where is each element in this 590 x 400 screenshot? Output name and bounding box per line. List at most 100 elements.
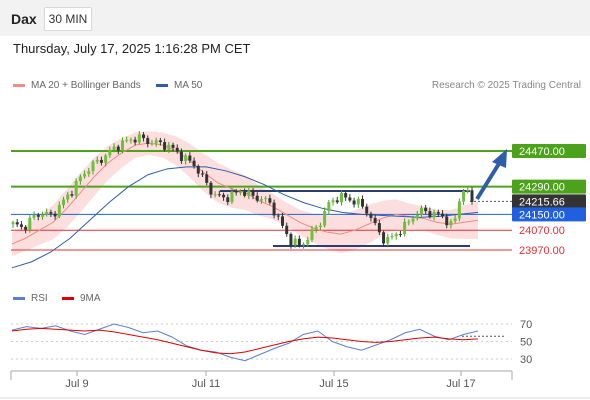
candle-body bbox=[281, 216, 285, 226]
legend-rsi-label: RSI bbox=[31, 293, 48, 304]
candle-body bbox=[15, 222, 19, 225]
candle-body bbox=[356, 198, 360, 205]
candle-body bbox=[234, 191, 238, 193]
candle-body bbox=[255, 195, 259, 201]
level-label-resistance: 24470.00 bbox=[519, 146, 565, 158]
candle-body bbox=[112, 146, 116, 150]
legend-ma50-label: MA 50 bbox=[174, 80, 203, 91]
candle-body bbox=[24, 226, 28, 230]
candle-body bbox=[36, 214, 40, 217]
research-credit: Research © 2025 Trading Central bbox=[431, 80, 581, 91]
candle-body bbox=[382, 232, 386, 244]
timeframe-button[interactable]: 30 MIN bbox=[44, 7, 92, 31]
candle-body bbox=[403, 221, 407, 235]
x-tick-label: Jul 17 bbox=[446, 378, 475, 390]
candle-body bbox=[424, 207, 428, 212]
candle-body bbox=[411, 218, 415, 222]
candle-body bbox=[87, 171, 91, 174]
candle-body bbox=[53, 213, 57, 217]
candle-body bbox=[91, 161, 95, 172]
candle-body bbox=[289, 234, 293, 246]
candle-body bbox=[40, 214, 44, 217]
candle-body bbox=[57, 205, 61, 217]
candle-body bbox=[70, 194, 74, 196]
candle-body bbox=[133, 139, 137, 143]
candle-body bbox=[74, 181, 78, 196]
level-label-resistance: 24290.00 bbox=[519, 182, 565, 194]
rsi-ma9-line bbox=[11, 327, 479, 355]
candle-body bbox=[344, 193, 348, 198]
candle-body bbox=[415, 214, 419, 219]
candle-body bbox=[276, 215, 280, 217]
candle-body bbox=[352, 200, 356, 205]
candle-body bbox=[428, 211, 432, 217]
candle-body bbox=[196, 166, 200, 174]
candle-body bbox=[441, 213, 445, 217]
candle-body bbox=[45, 212, 49, 215]
candle-body bbox=[466, 190, 470, 192]
rsi-tick-label: 50 bbox=[520, 337, 532, 349]
candle-body bbox=[348, 197, 352, 201]
candle-body bbox=[247, 190, 251, 196]
level-label-pivot: 24150.00 bbox=[519, 209, 565, 221]
rsi-line bbox=[11, 323, 479, 362]
level-label-support: 24070.00 bbox=[519, 225, 565, 237]
candle-body bbox=[188, 155, 192, 161]
candle-body bbox=[331, 200, 335, 203]
candle-body bbox=[62, 199, 66, 206]
candle-body bbox=[327, 202, 331, 212]
candle-body bbox=[150, 143, 154, 145]
candle-body bbox=[163, 142, 167, 150]
candle-body bbox=[386, 237, 390, 244]
x-tick-label: Jul 15 bbox=[319, 378, 348, 390]
candle-body bbox=[272, 202, 276, 216]
rsi-tick-label: 30 bbox=[520, 354, 532, 366]
candle-body bbox=[213, 194, 217, 196]
candle-body bbox=[457, 201, 461, 219]
candle-body bbox=[95, 159, 99, 162]
x-tick-label: Jul 11 bbox=[192, 378, 221, 390]
candle-body bbox=[264, 198, 268, 200]
candle-body bbox=[306, 239, 310, 245]
candle-body bbox=[66, 194, 70, 200]
legend-9ma: 9MA bbox=[62, 293, 101, 304]
candle-body bbox=[230, 191, 234, 203]
legend-ma20: MA 20 + Bollinger Bands bbox=[13, 80, 141, 91]
candle-body bbox=[394, 234, 398, 237]
candle-body bbox=[285, 225, 289, 235]
ma50-line bbox=[11, 166, 479, 269]
rsi-tick-label: 70 bbox=[520, 319, 532, 331]
candle-body bbox=[108, 149, 112, 156]
forecast-arrow-head bbox=[492, 149, 507, 168]
timestamp: Thursday, July 17, 2025 1:16:28 PM CET bbox=[13, 41, 251, 56]
candle-body bbox=[398, 234, 402, 236]
candle-body bbox=[83, 173, 87, 177]
candle-body bbox=[445, 216, 449, 226]
instrument-title: Dax bbox=[11, 11, 37, 27]
candle-body bbox=[449, 221, 453, 226]
candle-body bbox=[335, 200, 339, 203]
candle-body bbox=[251, 190, 255, 196]
candle-body bbox=[120, 140, 124, 151]
candle-body bbox=[323, 211, 327, 226]
candle-body bbox=[310, 229, 314, 240]
candle-body bbox=[297, 238, 301, 246]
candle-body bbox=[243, 191, 247, 196]
candle-body bbox=[268, 198, 272, 203]
level-label-support: 23970.00 bbox=[519, 245, 565, 257]
candle-body bbox=[369, 213, 373, 218]
candle-body bbox=[192, 160, 196, 167]
candle-body bbox=[32, 214, 36, 218]
forecast-arrow-shaft bbox=[475, 160, 502, 201]
candle-body bbox=[238, 191, 242, 193]
candle-body bbox=[179, 151, 183, 161]
candle-body bbox=[129, 139, 133, 141]
candle-body bbox=[146, 138, 150, 145]
candle-body bbox=[104, 155, 108, 163]
rsi-swatch bbox=[13, 297, 25, 300]
level-label-bg bbox=[512, 207, 586, 222]
candle-body bbox=[432, 212, 436, 217]
candle-body bbox=[11, 222, 15, 225]
candle-body bbox=[142, 134, 146, 139]
candle-body bbox=[339, 193, 343, 203]
